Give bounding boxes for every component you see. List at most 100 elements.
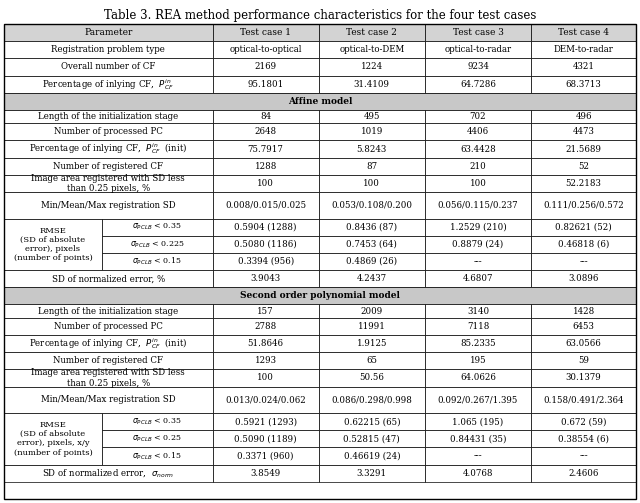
Text: 7118: 7118 — [467, 322, 489, 331]
Bar — [102, 430, 212, 448]
Bar — [4, 123, 212, 140]
Text: Overall number of CF: Overall number of CF — [61, 62, 156, 71]
Bar — [212, 386, 319, 413]
Text: Length of the initialization stage: Length of the initialization stage — [38, 112, 179, 121]
Text: 0.5090 (1189): 0.5090 (1189) — [234, 435, 297, 444]
Text: 75.7917: 75.7917 — [248, 144, 284, 153]
Text: optical-to-DEM: optical-to-DEM — [339, 45, 404, 54]
Bar — [4, 24, 212, 41]
Text: Table 3. REA method performance characteristics for the four test cases: Table 3. REA method performance characte… — [104, 9, 536, 22]
Bar — [4, 93, 636, 110]
Bar — [531, 236, 636, 253]
Bar — [531, 75, 636, 93]
Text: 30.1379: 30.1379 — [566, 373, 602, 382]
Bar — [319, 75, 425, 93]
Text: 0.092/0.267/1.395: 0.092/0.267/1.395 — [438, 395, 518, 404]
Text: 195: 195 — [470, 356, 486, 365]
Text: 63.0566: 63.0566 — [566, 339, 602, 348]
Bar — [4, 413, 102, 465]
Text: 0.111/0.256/0.572: 0.111/0.256/0.572 — [543, 201, 624, 210]
Bar — [319, 430, 425, 448]
Bar — [319, 318, 425, 335]
Bar — [531, 352, 636, 369]
Text: 9234: 9234 — [467, 62, 489, 71]
Bar — [319, 123, 425, 140]
Text: 87: 87 — [366, 161, 378, 171]
Text: 0.4869 (26): 0.4869 (26) — [346, 257, 397, 266]
Bar — [212, 140, 319, 157]
Text: 63.4428: 63.4428 — [460, 144, 496, 153]
Bar — [212, 430, 319, 448]
Text: Image area registered with SD less
than 0.25 pixels, %: Image area registered with SD less than … — [31, 368, 185, 388]
Text: 0.84431 (35): 0.84431 (35) — [450, 435, 506, 444]
Text: 100: 100 — [257, 373, 274, 382]
Text: 157: 157 — [257, 307, 274, 315]
Bar — [212, 335, 319, 352]
Text: 4321: 4321 — [573, 62, 595, 71]
Bar — [212, 175, 319, 192]
Text: Second order polynomial model: Second order polynomial model — [240, 291, 400, 300]
Text: 2169: 2169 — [255, 62, 276, 71]
Text: 0.3371 (960): 0.3371 (960) — [237, 452, 294, 461]
Text: 1.9125: 1.9125 — [356, 339, 387, 348]
Text: 59: 59 — [578, 356, 589, 365]
Text: Image area registered with SD less
than 0.25 pixels, %: Image area registered with SD less than … — [31, 174, 185, 193]
Text: 0.5921 (1293): 0.5921 (1293) — [235, 417, 297, 426]
Bar — [4, 318, 212, 335]
Text: $\sigma_{PCLB}$ < 0.35: $\sigma_{PCLB}$ < 0.35 — [132, 416, 182, 427]
Bar — [531, 304, 636, 318]
Bar — [425, 335, 531, 352]
Text: 3.8549: 3.8549 — [250, 469, 281, 478]
Bar — [102, 448, 212, 465]
Bar — [425, 41, 531, 58]
Bar — [212, 413, 319, 430]
Bar — [102, 236, 212, 253]
Bar — [425, 413, 531, 430]
Text: 64.7286: 64.7286 — [460, 79, 496, 89]
Bar — [4, 192, 212, 219]
Text: 85.2335: 85.2335 — [460, 339, 496, 348]
Text: 11991: 11991 — [358, 322, 386, 331]
Text: 3140: 3140 — [467, 307, 489, 315]
Bar — [4, 352, 212, 369]
Text: Min/Mean/Max registration SD: Min/Mean/Max registration SD — [41, 201, 175, 210]
Bar — [212, 219, 319, 236]
Text: 50.56: 50.56 — [360, 373, 384, 382]
Bar — [319, 304, 425, 318]
Bar — [212, 75, 319, 93]
Bar — [425, 58, 531, 75]
Text: 3.0896: 3.0896 — [568, 274, 599, 283]
Bar — [212, 253, 319, 270]
Bar — [212, 41, 319, 58]
Bar — [425, 270, 531, 287]
Bar — [319, 192, 425, 219]
Bar — [425, 219, 531, 236]
Bar — [425, 157, 531, 175]
Bar — [319, 352, 425, 369]
Bar — [531, 413, 636, 430]
Text: $\sigma_{PCLB}$ < 0.15: $\sigma_{PCLB}$ < 0.15 — [132, 256, 182, 267]
Text: RMSE
(SD of absolute
error), pixels
(number of points): RMSE (SD of absolute error), pixels (num… — [13, 226, 92, 262]
Bar — [531, 448, 636, 465]
Bar — [425, 123, 531, 140]
Text: Min/Mean/Max registration SD: Min/Mean/Max registration SD — [41, 395, 175, 404]
Bar — [212, 58, 319, 75]
Text: 496: 496 — [575, 112, 592, 121]
Text: ---: --- — [579, 452, 588, 461]
Text: $\sigma_{PCLB}$ < 0.25: $\sigma_{PCLB}$ < 0.25 — [132, 434, 182, 444]
Bar — [212, 236, 319, 253]
Text: 6453: 6453 — [573, 322, 595, 331]
Text: 0.672 (59): 0.672 (59) — [561, 417, 606, 426]
Bar — [319, 465, 425, 482]
Bar — [319, 140, 425, 157]
Bar — [212, 369, 319, 386]
Text: Number of registered CF: Number of registered CF — [53, 161, 163, 171]
Text: SD of normalized error,  $\sigma_{norm}$: SD of normalized error, $\sigma_{norm}$ — [42, 467, 174, 479]
Text: Affine model: Affine model — [288, 97, 352, 106]
Bar — [319, 369, 425, 386]
Text: Number of processed PC: Number of processed PC — [54, 127, 163, 136]
Bar — [531, 386, 636, 413]
Text: 21.5689: 21.5689 — [566, 144, 602, 153]
Text: 0.053/0.108/0.200: 0.053/0.108/0.200 — [332, 201, 412, 210]
Bar — [4, 75, 212, 93]
